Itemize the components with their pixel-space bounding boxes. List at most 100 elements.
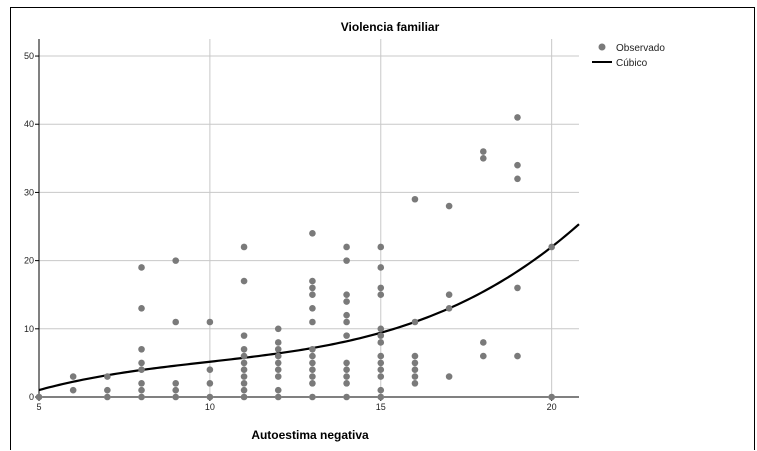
chart-frame <box>10 7 755 450</box>
observed-point <box>343 359 350 367</box>
observed-point <box>138 345 145 353</box>
observed-point <box>309 277 316 285</box>
axes <box>35 39 579 401</box>
observed-point <box>172 318 180 326</box>
observed-point <box>274 352 282 360</box>
observed-point <box>343 380 350 387</box>
observed-point <box>274 386 282 394</box>
observed-point <box>240 386 248 394</box>
observed-point <box>411 380 419 387</box>
legend: Observado Cúbico <box>592 43 665 69</box>
observed-point <box>377 332 385 339</box>
observed-point <box>309 373 316 380</box>
observed-point <box>343 243 350 251</box>
observed-point <box>309 352 316 360</box>
observed-point <box>138 380 145 387</box>
observed-point <box>172 386 180 394</box>
observed-point <box>514 175 521 183</box>
observed-point <box>309 284 316 292</box>
x-tick-label: 10 <box>205 402 215 412</box>
observed-point <box>514 114 521 121</box>
observed-point <box>411 352 419 360</box>
observed-point <box>172 393 180 401</box>
y-tick-label: 20 <box>24 256 34 266</box>
observed-point <box>377 243 385 251</box>
observed-point <box>206 366 214 374</box>
observed-point <box>240 243 248 251</box>
observed-point <box>309 318 316 326</box>
observed-point <box>138 359 145 367</box>
observed-point <box>240 393 248 401</box>
observed-point <box>240 366 248 374</box>
observed-point <box>69 373 77 380</box>
observed-point <box>206 393 214 401</box>
legend-marker-observado <box>598 43 606 51</box>
observed-point <box>445 291 453 299</box>
observed-point <box>377 366 385 374</box>
observed-point <box>274 345 282 353</box>
x-tick-label: 5 <box>36 402 41 412</box>
observed-point <box>309 366 316 374</box>
observed-point <box>309 230 316 237</box>
observed-point <box>411 195 419 203</box>
y-tick-label: 0 <box>29 392 34 402</box>
observed-point <box>240 359 248 367</box>
observed-point <box>69 386 77 394</box>
observed-point <box>377 339 385 346</box>
observed-point <box>411 318 419 326</box>
observed-point <box>343 318 350 326</box>
observed-point <box>172 257 180 264</box>
observed-point <box>343 257 350 264</box>
observed-point <box>240 373 248 380</box>
observed-point <box>377 352 385 360</box>
observed-point <box>274 393 282 401</box>
observed-point <box>104 386 111 394</box>
observed-point <box>240 352 248 360</box>
x-tick-label: 20 <box>547 402 557 412</box>
observed-point <box>445 373 453 380</box>
observed-point <box>309 393 316 401</box>
observed-point <box>309 305 316 312</box>
observed-point <box>240 345 248 353</box>
observed-point <box>104 393 111 401</box>
observed-point <box>480 155 487 162</box>
observed-point <box>480 352 487 360</box>
observed-point <box>240 332 248 339</box>
observed-point <box>377 284 385 292</box>
tick-labels: 5 10 15 20 0 10 20 30 40 50 <box>24 51 557 412</box>
observed-point <box>343 311 350 319</box>
observed-point <box>343 291 350 299</box>
chart-title: Violencia familiar <box>341 20 440 34</box>
observed-point <box>343 373 350 380</box>
observed-point <box>514 284 521 292</box>
observed-point <box>343 366 350 374</box>
observed-point <box>274 373 282 380</box>
observed-point <box>138 264 145 271</box>
observed-point <box>445 202 453 210</box>
observed-point <box>343 332 350 339</box>
y-tick-label: 50 <box>24 51 34 61</box>
y-tick-label: 10 <box>24 324 34 334</box>
legend-label-cubico: Cúbico <box>616 58 648 69</box>
observed-point <box>377 386 385 394</box>
observed-point <box>480 148 487 155</box>
data-points <box>35 114 555 401</box>
y-tick-label: 40 <box>24 119 34 129</box>
legend-label-observado: Observado <box>616 43 665 54</box>
observed-point <box>377 325 385 333</box>
observed-point <box>514 161 521 169</box>
observed-point <box>172 380 180 387</box>
observed-point <box>548 393 555 401</box>
observed-point <box>138 386 145 394</box>
observed-point <box>206 380 214 387</box>
observed-point <box>377 359 385 367</box>
observed-point <box>411 373 419 380</box>
observed-point <box>240 380 248 387</box>
cubic-fit-line <box>38 223 580 392</box>
observed-point <box>309 359 316 367</box>
observed-point <box>548 243 555 251</box>
observed-point <box>514 352 521 360</box>
observed-point <box>138 393 145 401</box>
observed-point <box>377 373 385 380</box>
fit-line-layer <box>38 223 580 392</box>
